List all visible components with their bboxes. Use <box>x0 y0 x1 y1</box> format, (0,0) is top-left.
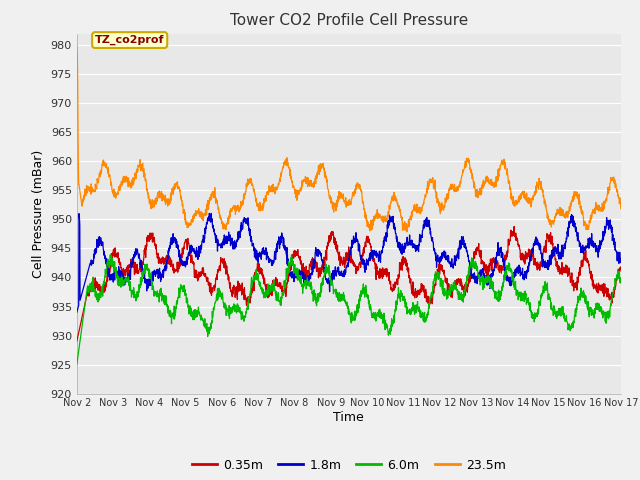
X-axis label: Time: Time <box>333 411 364 424</box>
Title: Tower CO2 Profile Cell Pressure: Tower CO2 Profile Cell Pressure <box>230 13 468 28</box>
Legend: 0.35m, 1.8m, 6.0m, 23.5m: 0.35m, 1.8m, 6.0m, 23.5m <box>187 454 511 477</box>
Text: TZ_co2prof: TZ_co2prof <box>95 35 164 45</box>
Y-axis label: Cell Pressure (mBar): Cell Pressure (mBar) <box>32 149 45 278</box>
